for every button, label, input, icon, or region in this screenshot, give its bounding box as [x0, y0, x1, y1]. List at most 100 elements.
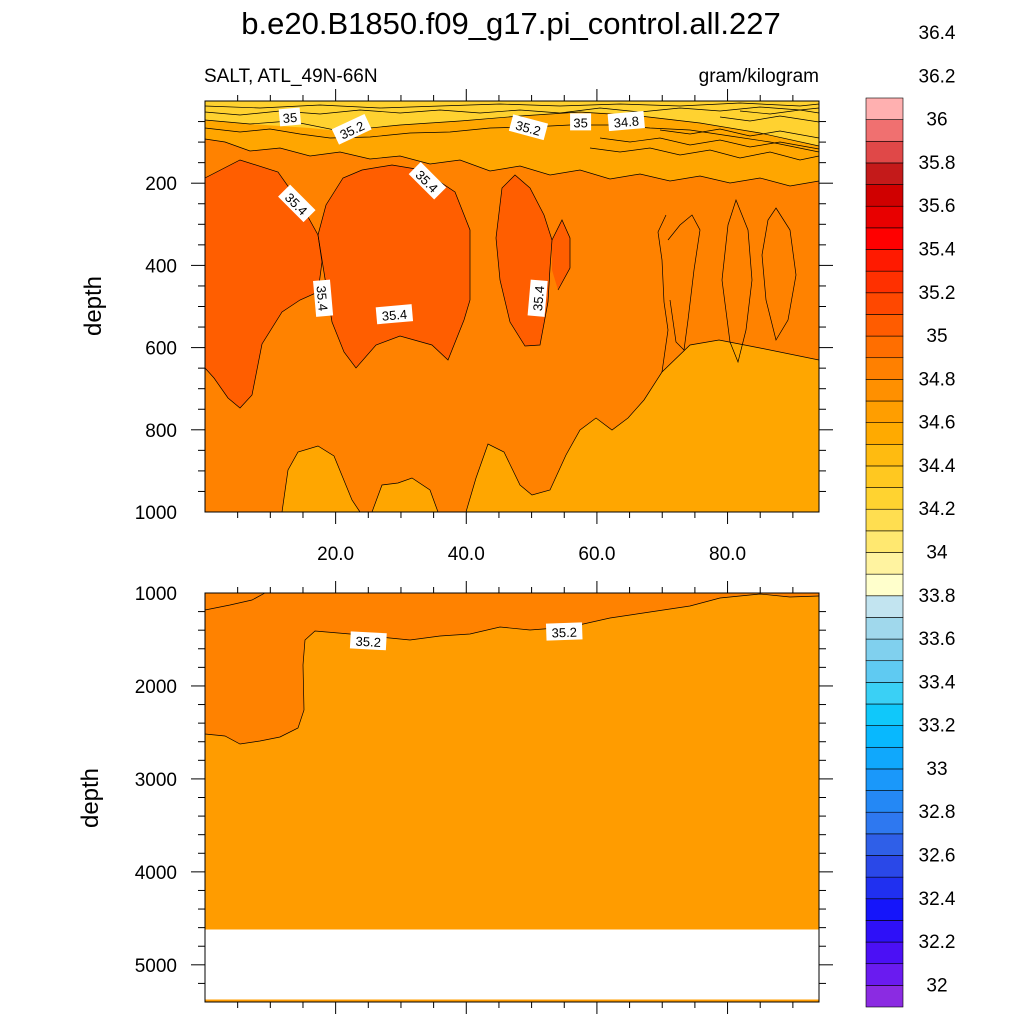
colorbar-label: 32.8	[919, 802, 956, 823]
colorbar-swatch	[865, 768, 904, 791]
contour-label: 35	[570, 113, 592, 131]
colorbar-label: 33.8	[919, 586, 956, 607]
contour-label-text: 35.2	[514, 118, 542, 139]
lower-saline-fill	[205, 593, 819, 744]
x-tick-label: 20.0	[317, 544, 354, 565]
colorbar-swatch	[865, 638, 904, 662]
colorbar-swatch	[865, 162, 904, 185]
y-axis-label-upper: depth	[80, 276, 107, 336]
colorbar-swatch	[865, 876, 904, 900]
deep-tongue-fill-c	[466, 340, 819, 512]
upper-contour-lines	[205, 102, 819, 512]
contour-label: 34.8	[607, 111, 645, 132]
colorbar-label: 36	[926, 110, 947, 131]
seafloor-mask	[205, 929, 819, 1000]
isohaline-line	[371, 477, 439, 512]
colorbar-label: 34.2	[919, 499, 956, 520]
colorbar-swatch	[865, 811, 904, 835]
colorbar-swatch	[865, 898, 904, 921]
contour-label-bg	[331, 114, 372, 145]
saline-core-fill-center	[318, 165, 470, 368]
colorbar-swatch	[865, 314, 904, 337]
isohaline-line	[205, 593, 819, 745]
contour-label: 35	[278, 107, 302, 127]
colorbar-swatch	[865, 422, 904, 445]
isohaline-line	[721, 198, 753, 364]
contour-label-bg	[349, 631, 387, 651]
colorbar-label: 33	[926, 759, 947, 780]
isohaline-line	[281, 445, 361, 512]
colorbar-label: 33.2	[919, 716, 956, 737]
colorbar-swatch	[865, 140, 904, 164]
colorbar-label: 36.2	[919, 66, 956, 87]
y-tick-label: 2000	[135, 677, 177, 698]
x-tick-label: 60.0	[578, 544, 615, 565]
colorbar-swatch	[865, 400, 904, 423]
contour-label: 35.4	[313, 279, 334, 317]
colorbar-swatch	[865, 833, 904, 856]
axes-layer: 200 400 600 800 1000 1000 2000 3000 4000 5000 20.0…	[135, 89, 833, 1014]
y-tick-label: 800	[145, 421, 177, 442]
isohaline-line	[205, 138, 819, 187]
contour-label-bg	[313, 279, 334, 317]
upper-panel-fills	[205, 101, 819, 512]
colorbar-swatch	[865, 725, 904, 748]
contour-label-bg	[527, 279, 548, 317]
colorbar-swatch	[865, 443, 904, 467]
colorbar-swatch	[865, 508, 904, 532]
contour-label: 35.2	[508, 114, 549, 141]
deep-tongue-fill-b	[372, 478, 438, 512]
x-tick-label: 40.0	[448, 544, 485, 565]
lower-contour-lines	[205, 593, 819, 745]
contour-label-text: 34.8	[613, 113, 640, 130]
colorbar-label: 35.8	[919, 153, 956, 174]
colorbar-swatch	[865, 920, 904, 943]
colorbar-swatch	[865, 379, 904, 402]
contour-label: 35.4	[375, 304, 414, 325]
y-tick-label: 200	[145, 174, 177, 195]
colorbar-swatch	[865, 119, 904, 142]
deep-tongue-fill-a	[282, 446, 360, 512]
colorbar-swatch	[865, 573, 904, 597]
colorbar-label: 32.6	[919, 846, 956, 867]
units-label: gram/kilogram	[699, 66, 819, 87]
contour-label-text: 35.4	[530, 285, 547, 312]
colorbar-swatch	[865, 205, 904, 229]
colorbar-label: 34.6	[919, 413, 956, 434]
colorbar-swatch	[865, 660, 904, 683]
colorbar-label: 33.4	[919, 672, 956, 693]
colorbar-swatch	[865, 357, 904, 380]
contour-label-text: 35.4	[381, 307, 408, 324]
variable-label: SALT, ATL_49N-66N	[204, 66, 378, 87]
isohaline-line	[205, 593, 266, 611]
lower-deep-fill	[205, 593, 819, 1002]
colorbar-label: 35.4	[919, 240, 956, 261]
contour-label-bg	[278, 107, 302, 127]
colorbar-swatch	[865, 487, 904, 510]
colorbar-label: 36.4	[919, 23, 956, 44]
x-tick-label: 80.0	[709, 544, 746, 565]
colorbar: 32 32.2 32.4 32.6 32.8 33 33.2 33.4 33.6 33.8 34 34…	[865, 23, 956, 1008]
colorbar-swatch	[865, 855, 904, 878]
y-tick-label: 1000	[135, 503, 177, 524]
colorbar-label: 34.8	[919, 369, 956, 390]
colorbar-label: 32.4	[919, 889, 956, 910]
contour-label-text: 35.2	[355, 634, 381, 650]
isohaline-line	[465, 339, 819, 512]
isohaline-line	[495, 174, 553, 347]
isohaline-line	[761, 207, 797, 341]
y-axis-label-lower: depth	[77, 768, 104, 828]
y-tick-label: 3000	[135, 770, 177, 791]
isohaline-line	[551, 219, 571, 291]
colorbar-swatch	[865, 335, 904, 359]
colorbar-label: 35.6	[919, 196, 956, 217]
y-tick-label: 5000	[135, 956, 177, 977]
lower-panel-fills	[205, 593, 819, 1002]
colorbar-swatch	[865, 465, 904, 488]
contour-label-text: 35	[573, 115, 587, 130]
y-tick-label: 1000	[135, 584, 177, 605]
colorbar-label: 35	[926, 326, 947, 347]
colorbar-label: 35.2	[919, 283, 956, 304]
